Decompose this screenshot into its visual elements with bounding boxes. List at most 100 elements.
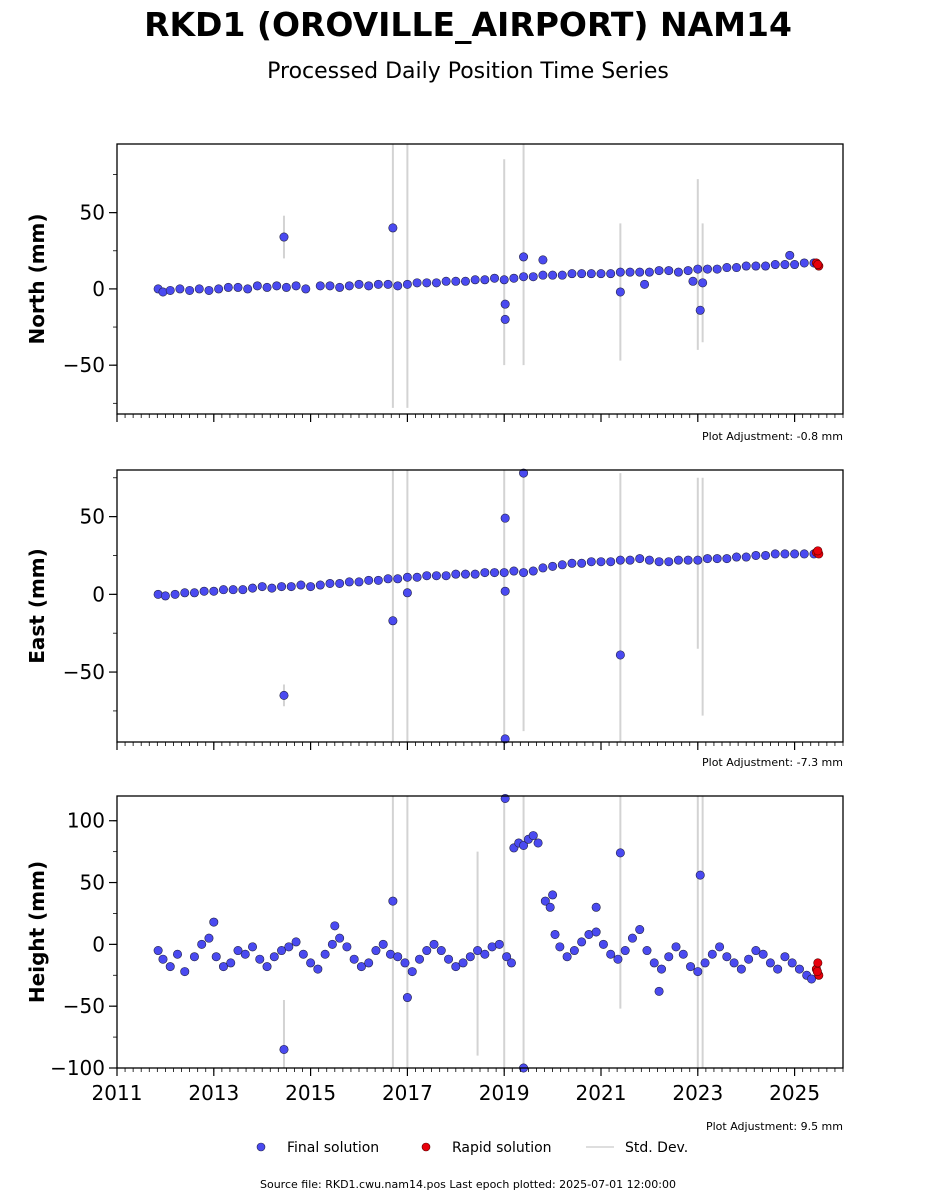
final-point [635, 925, 645, 935]
final-point [654, 986, 664, 996]
final-point [642, 946, 652, 956]
final-point [313, 964, 323, 974]
legend-item-stddev: Std. Dev. [586, 1140, 688, 1156]
final-point [279, 1044, 289, 1054]
final-point [248, 942, 258, 952]
final-point [494, 939, 504, 949]
final-point [364, 575, 374, 585]
final-point [407, 967, 417, 977]
final-point [722, 263, 732, 273]
final-point [158, 954, 168, 964]
final-point [335, 578, 345, 588]
final-point [153, 589, 163, 599]
final-point [627, 933, 637, 943]
final-point [606, 949, 616, 959]
final-point [751, 550, 761, 560]
final-point [533, 838, 543, 848]
final-point [393, 574, 403, 584]
final-point [199, 586, 209, 596]
final-point [698, 278, 708, 288]
y-tick-label: 100 [67, 809, 105, 833]
final-point [349, 954, 359, 964]
final-point [722, 952, 732, 962]
final-point [255, 954, 265, 964]
final-point [269, 952, 279, 962]
final-point [693, 555, 703, 565]
final-point [431, 278, 441, 288]
final-point [683, 555, 693, 565]
final-point [378, 939, 388, 949]
final-point [364, 958, 374, 968]
final-point [185, 285, 195, 295]
final-point [567, 269, 577, 279]
final-point [209, 917, 219, 927]
final-point [388, 223, 398, 233]
final-point [673, 267, 683, 277]
final-point [736, 964, 746, 974]
final-point [693, 967, 703, 977]
final-point [262, 282, 272, 292]
x-tick-label: 2019 [479, 1081, 530, 1105]
final-point [591, 927, 601, 937]
x-tick-label: 2011 [92, 1081, 143, 1105]
final-point [165, 285, 175, 295]
final-point [173, 949, 183, 959]
y-axis-label: Height (mm) [25, 861, 49, 1003]
final-point [519, 272, 529, 282]
final-point [591, 902, 601, 912]
x-axis [116, 742, 844, 750]
final-point [291, 937, 301, 947]
final-point [741, 261, 751, 271]
y-tick-label: −100 [50, 1056, 105, 1080]
final-point [557, 560, 567, 570]
final-point [744, 954, 754, 964]
final-point [770, 260, 780, 270]
final-point [165, 962, 175, 972]
panel-2: 50 0 −50 East (mm) Plot Adjustment: -7.3 mm [25, 468, 844, 769]
final-point [194, 284, 204, 294]
final-point [279, 232, 289, 242]
rapid-point [812, 967, 822, 977]
final-point [664, 266, 674, 276]
final-point [344, 577, 354, 587]
final-point [315, 580, 325, 590]
final-point [197, 939, 207, 949]
plot-adjustment-note: Plot Adjustment: 9.5 mm [706, 1120, 843, 1133]
final-point [528, 831, 538, 841]
final-point [577, 558, 587, 568]
final-point [732, 552, 742, 562]
final-point [770, 549, 780, 559]
final-point [577, 269, 587, 279]
x-tick-label: 2023 [672, 1081, 723, 1105]
final-point [431, 571, 441, 581]
final-point [279, 690, 289, 700]
final-point [500, 299, 510, 309]
y-axis-label: North (mm) [25, 213, 49, 344]
final-point [773, 964, 783, 974]
final-point [499, 275, 509, 285]
final-point [373, 279, 383, 289]
final-point [550, 929, 560, 939]
final-point [388, 896, 398, 906]
final-point [758, 949, 768, 959]
final-point [373, 575, 383, 585]
final-point [371, 946, 381, 956]
final-point [393, 281, 403, 291]
final-point [315, 281, 325, 291]
final-point [465, 952, 475, 962]
final-point [267, 583, 277, 593]
final-point [160, 591, 170, 601]
y-tick-label: −50 [63, 660, 105, 684]
final-point [460, 569, 470, 579]
final-point [702, 554, 712, 564]
final-point [470, 275, 480, 285]
final-point [538, 255, 548, 265]
final-point [712, 264, 722, 274]
final-point [480, 275, 490, 285]
final-point [673, 555, 683, 565]
final-point [286, 582, 296, 592]
x-axis [116, 414, 844, 422]
final-point [383, 279, 393, 289]
final-point [153, 946, 163, 956]
final-point [470, 569, 480, 579]
